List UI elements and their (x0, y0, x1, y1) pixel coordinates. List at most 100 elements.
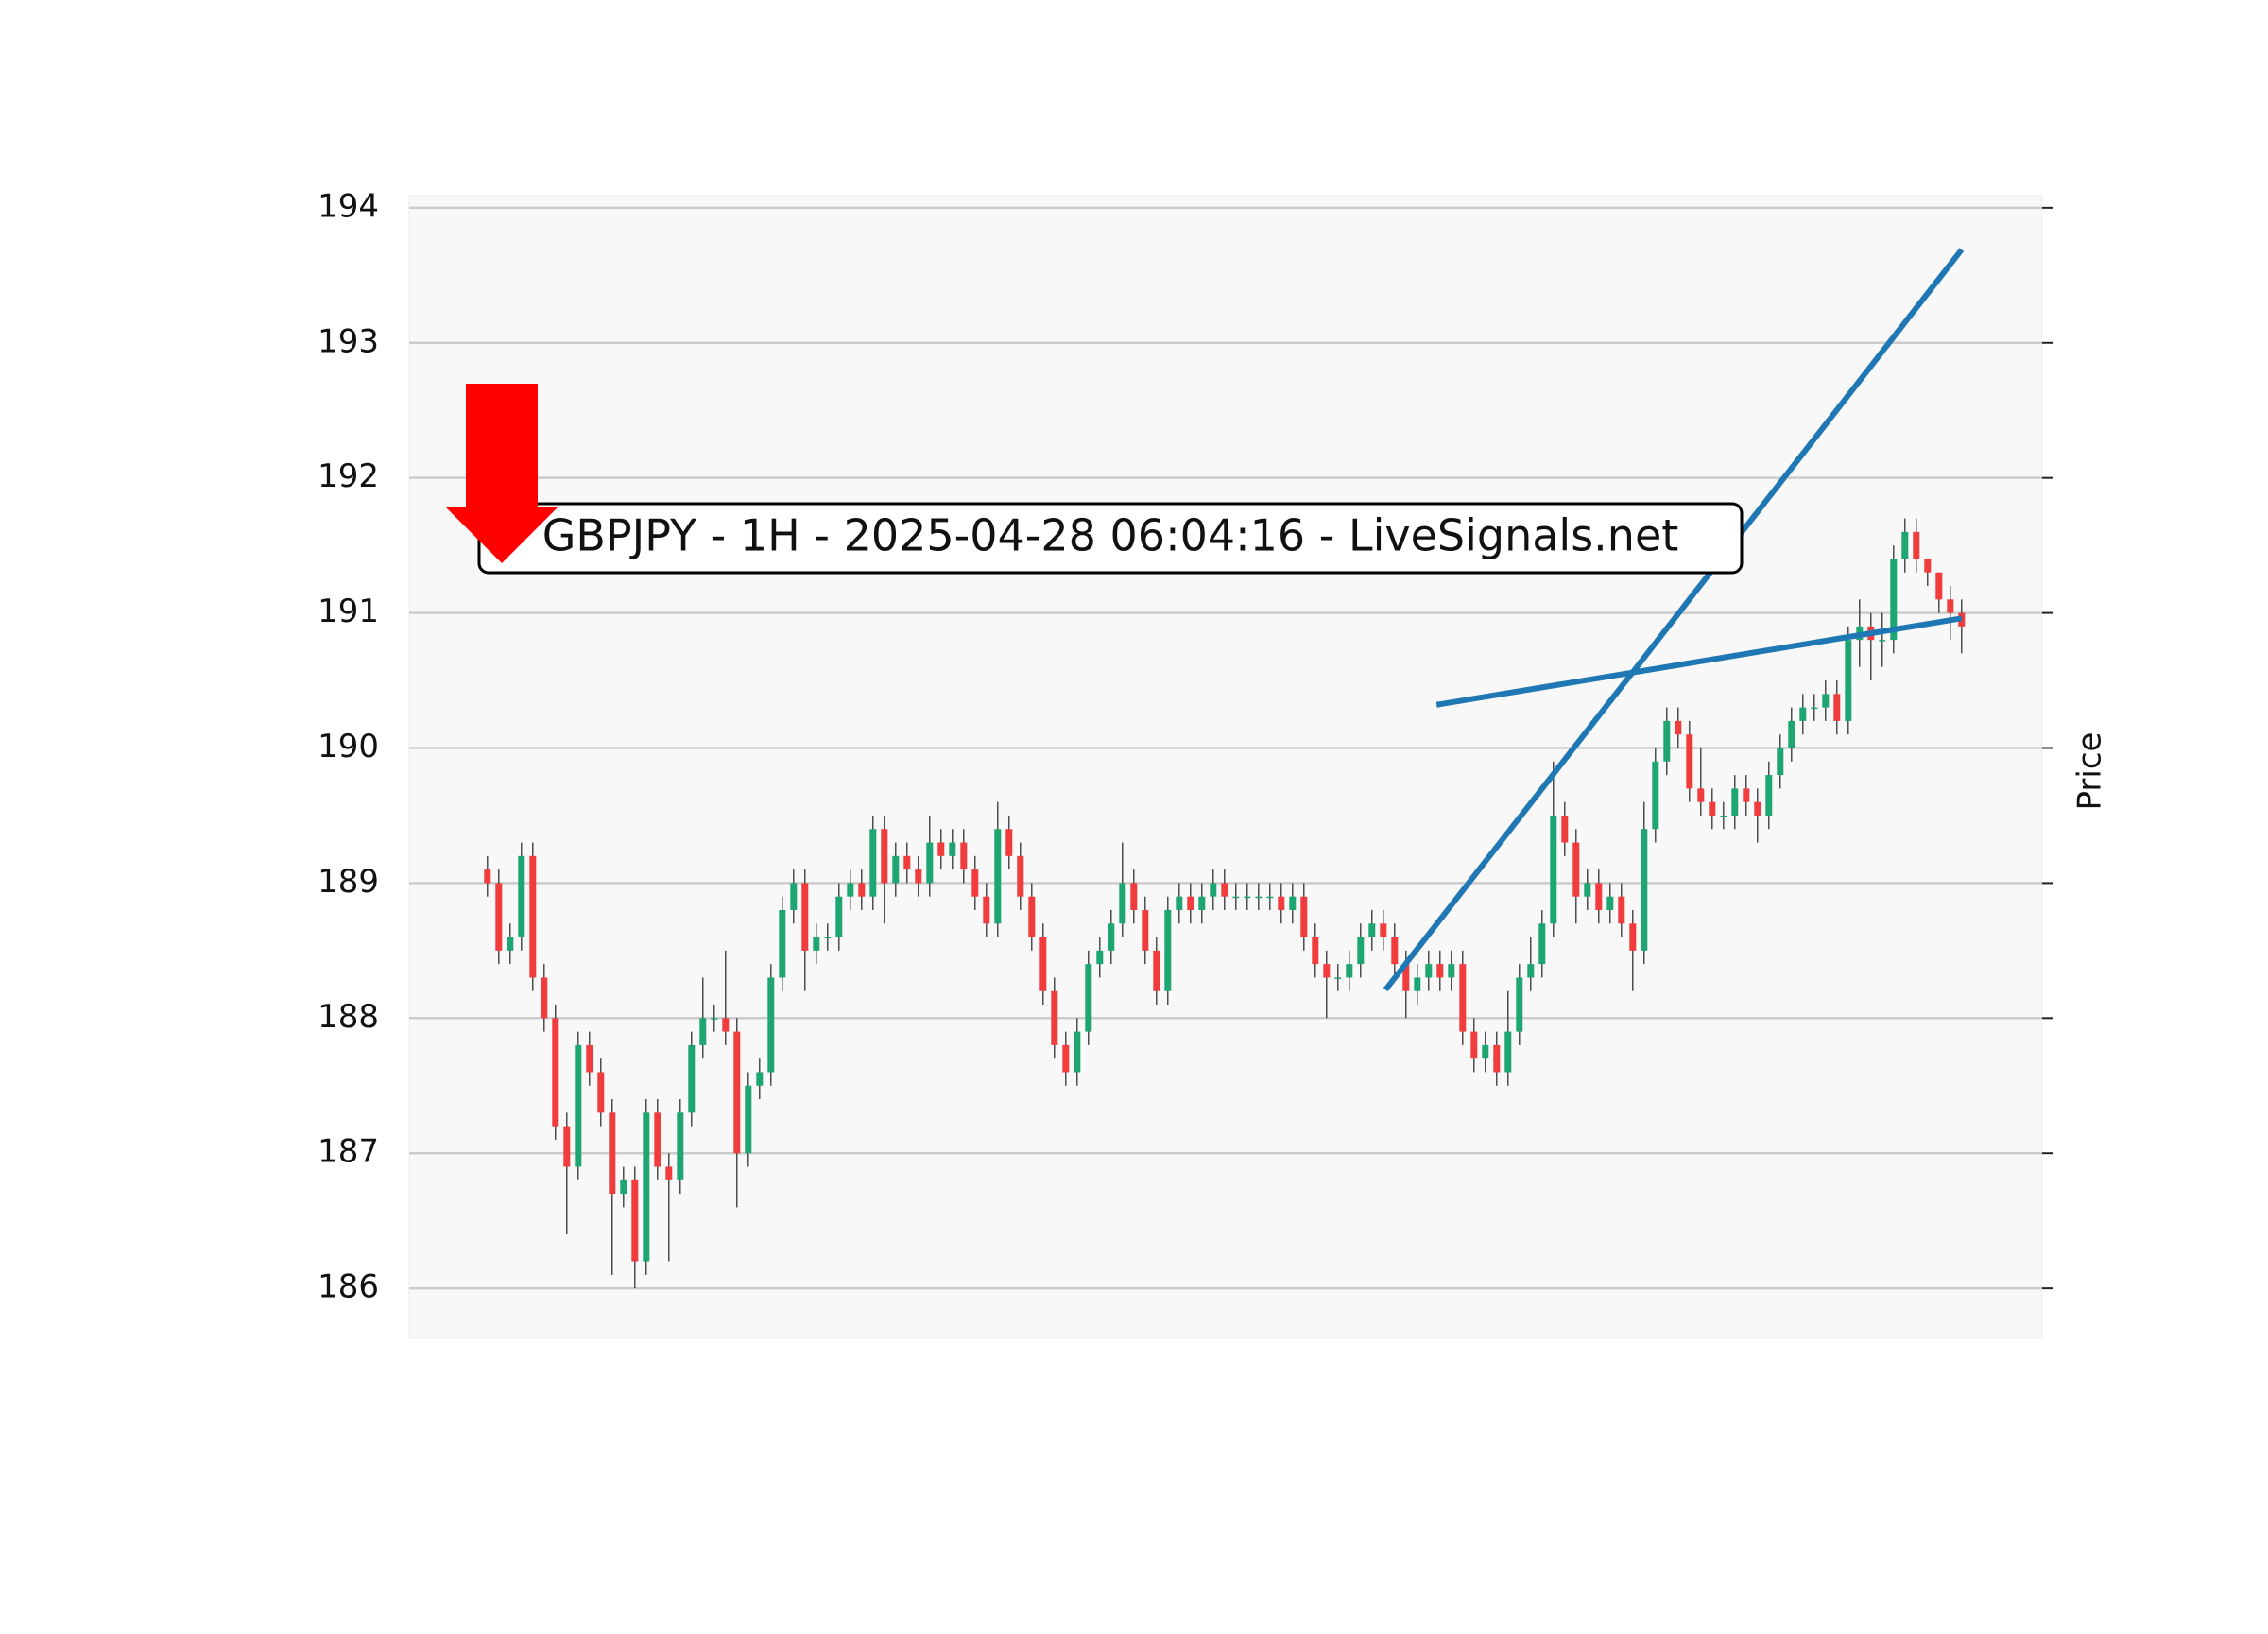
candle-body (1947, 599, 1954, 613)
candle-body (1629, 923, 1637, 951)
candle-body (1709, 801, 1716, 816)
candle-body (1142, 909, 1149, 951)
candle-body (1572, 842, 1580, 897)
plot-area (408, 195, 2043, 1339)
candle-body (1278, 896, 1285, 910)
candle-body (529, 855, 537, 978)
candle-body (1845, 640, 1852, 721)
candle-body (1130, 883, 1138, 910)
candle-body (835, 896, 843, 937)
candle-body (1833, 694, 1841, 721)
candle-body (1935, 572, 1943, 600)
candle-body (643, 1112, 650, 1262)
candle-body (960, 842, 968, 870)
candle-body (1312, 937, 1319, 965)
candle-body (722, 1018, 730, 1032)
candle-body (507, 937, 514, 951)
candle-body (711, 1018, 718, 1020)
candle-body (1210, 883, 1217, 897)
y-axis-label: Price (2071, 732, 2109, 811)
candle-body (1890, 559, 1898, 641)
candle-body (1743, 788, 1750, 802)
candle-body (926, 842, 934, 884)
candle-body (1538, 923, 1546, 965)
candle-body (994, 829, 1002, 924)
candle-body (1606, 896, 1614, 910)
candle-body (1187, 896, 1194, 910)
candle-body (733, 1031, 741, 1154)
candle-body (1334, 977, 1342, 979)
candle-body (1357, 937, 1365, 965)
candle-body (1448, 964, 1455, 978)
trendline (1383, 248, 1965, 992)
candle-body (779, 909, 786, 978)
candle-body (1641, 829, 1648, 951)
candle-body (1811, 707, 1818, 710)
candle-body (881, 829, 888, 884)
candle-body (541, 977, 548, 1019)
signal-arrow (445, 384, 558, 563)
candle-body (1391, 937, 1399, 965)
candle-body (1085, 964, 1092, 1032)
candle-body (1221, 883, 1228, 897)
candle-body (1244, 896, 1251, 899)
candle-body (1516, 977, 1523, 1032)
candle-body (1402, 964, 1410, 991)
candle-body (813, 937, 820, 951)
candle-body (1028, 896, 1036, 937)
candle-body (665, 1166, 673, 1180)
candle-body (1675, 720, 1682, 735)
candle-body (892, 855, 900, 884)
candle-body (824, 937, 832, 939)
candle-body (1176, 896, 1183, 910)
candle-body (756, 1072, 764, 1086)
candle-body (801, 883, 809, 951)
candle-body (937, 842, 945, 856)
candle-body (688, 1044, 696, 1113)
candle-body (1346, 964, 1353, 978)
candle-body (609, 1112, 616, 1195)
candle-body (869, 829, 877, 897)
candle-body (1584, 883, 1591, 897)
candle-body (1765, 775, 1773, 816)
chart-title: GBPJPY - 1H - 2025-04-28 06:04:16 - Live… (542, 510, 1679, 561)
candle-body (552, 1018, 559, 1127)
y-tick-label: 186 (318, 1268, 379, 1306)
candle-body (495, 883, 503, 951)
candle-body (1040, 937, 1047, 991)
candle-body (1561, 815, 1569, 843)
arrow-head (445, 507, 558, 563)
candle-body (1198, 896, 1206, 910)
candle-body (1901, 531, 1909, 559)
candle-body (1017, 855, 1024, 897)
candle-body (767, 977, 775, 1073)
candle-body (654, 1112, 662, 1167)
candle-body (971, 869, 979, 897)
candle-body (1482, 1044, 1489, 1059)
candle-body (597, 1072, 605, 1113)
y-tick-label: 189 (318, 863, 379, 901)
candle-body (903, 855, 911, 870)
candle-body (1924, 559, 1932, 573)
candle-body (1108, 923, 1115, 951)
candle-body (1119, 883, 1126, 924)
candle-body (699, 1018, 707, 1045)
candle-body (484, 869, 491, 884)
candle-body (677, 1112, 684, 1180)
candle-body (1232, 896, 1240, 899)
candle-body (1323, 964, 1331, 978)
candle-body (1414, 977, 1421, 991)
y-tick-label: 192 (318, 457, 379, 495)
candle-body (1504, 1031, 1512, 1073)
candle-body (575, 1044, 582, 1167)
candle-body (1074, 1031, 1081, 1073)
y-tick-label: 187 (318, 1133, 379, 1171)
y-tick-label: 190 (318, 728, 379, 765)
candle-body (858, 883, 866, 897)
candle-body (1652, 761, 1659, 830)
candle-body (1005, 829, 1013, 856)
candle-body (1822, 694, 1830, 708)
candle-body (1618, 896, 1625, 924)
candle-body (915, 869, 922, 884)
